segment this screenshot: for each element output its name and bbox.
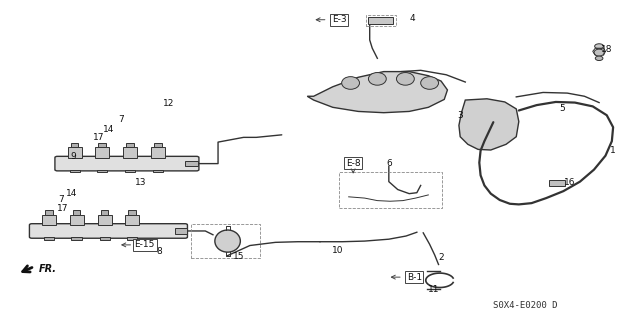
Bar	[185, 161, 198, 167]
Bar	[95, 147, 109, 158]
Text: 16: 16	[564, 178, 575, 187]
Ellipse shape	[594, 49, 604, 56]
Bar	[366, 15, 396, 26]
Bar	[71, 143, 79, 147]
Bar	[128, 211, 136, 215]
Text: 15: 15	[233, 252, 244, 261]
Ellipse shape	[396, 72, 414, 85]
Bar	[151, 147, 165, 158]
Text: 7: 7	[58, 196, 63, 204]
Text: 3: 3	[458, 111, 463, 120]
Ellipse shape	[595, 56, 603, 61]
Bar	[98, 215, 111, 225]
Text: E-3: E-3	[332, 15, 346, 24]
Bar	[99, 143, 106, 147]
Text: 6: 6	[386, 159, 392, 168]
Ellipse shape	[215, 230, 241, 252]
Bar	[123, 147, 137, 158]
Bar	[125, 170, 135, 172]
Text: 9: 9	[70, 152, 76, 161]
Bar	[44, 237, 54, 240]
Text: 14: 14	[103, 125, 114, 134]
Text: FR.: FR.	[38, 264, 56, 274]
Text: 1: 1	[611, 145, 616, 154]
Text: 18: 18	[601, 45, 612, 54]
Text: 7: 7	[118, 115, 124, 123]
Text: 2: 2	[438, 253, 444, 262]
Bar	[127, 237, 137, 240]
Bar	[339, 172, 442, 208]
Bar	[70, 215, 84, 225]
Bar	[100, 237, 109, 240]
Text: 10: 10	[332, 246, 344, 255]
Polygon shape	[459, 99, 519, 150]
Bar	[72, 237, 82, 240]
Bar	[100, 211, 108, 215]
Bar	[126, 143, 134, 147]
Bar	[154, 143, 162, 147]
Text: B-1: B-1	[407, 273, 422, 282]
FancyBboxPatch shape	[29, 224, 188, 238]
Bar	[368, 17, 394, 24]
Text: 13: 13	[134, 178, 146, 187]
Text: 17: 17	[58, 204, 69, 213]
Ellipse shape	[369, 72, 387, 85]
Text: 17: 17	[93, 133, 104, 143]
Text: S0X4-E0200 D: S0X4-E0200 D	[493, 301, 557, 310]
Bar	[125, 215, 139, 225]
Bar	[153, 170, 163, 172]
Bar	[175, 228, 188, 234]
Bar	[45, 211, 53, 215]
Ellipse shape	[342, 77, 360, 89]
Text: E-8: E-8	[346, 159, 360, 168]
Text: 14: 14	[66, 189, 77, 198]
Text: 11: 11	[428, 285, 439, 294]
Ellipse shape	[420, 77, 438, 89]
Text: E-15: E-15	[134, 241, 155, 249]
Bar	[68, 147, 82, 158]
Bar	[97, 170, 107, 172]
Polygon shape	[307, 71, 447, 113]
Bar	[42, 215, 56, 225]
Text: 12: 12	[163, 99, 174, 108]
Text: 8: 8	[157, 247, 163, 256]
Text: 5: 5	[559, 104, 565, 113]
Bar	[70, 170, 80, 172]
FancyBboxPatch shape	[55, 156, 199, 171]
Bar	[73, 211, 81, 215]
Bar	[549, 180, 565, 186]
Ellipse shape	[595, 44, 604, 49]
Text: 4: 4	[410, 14, 415, 23]
Bar	[191, 224, 260, 258]
